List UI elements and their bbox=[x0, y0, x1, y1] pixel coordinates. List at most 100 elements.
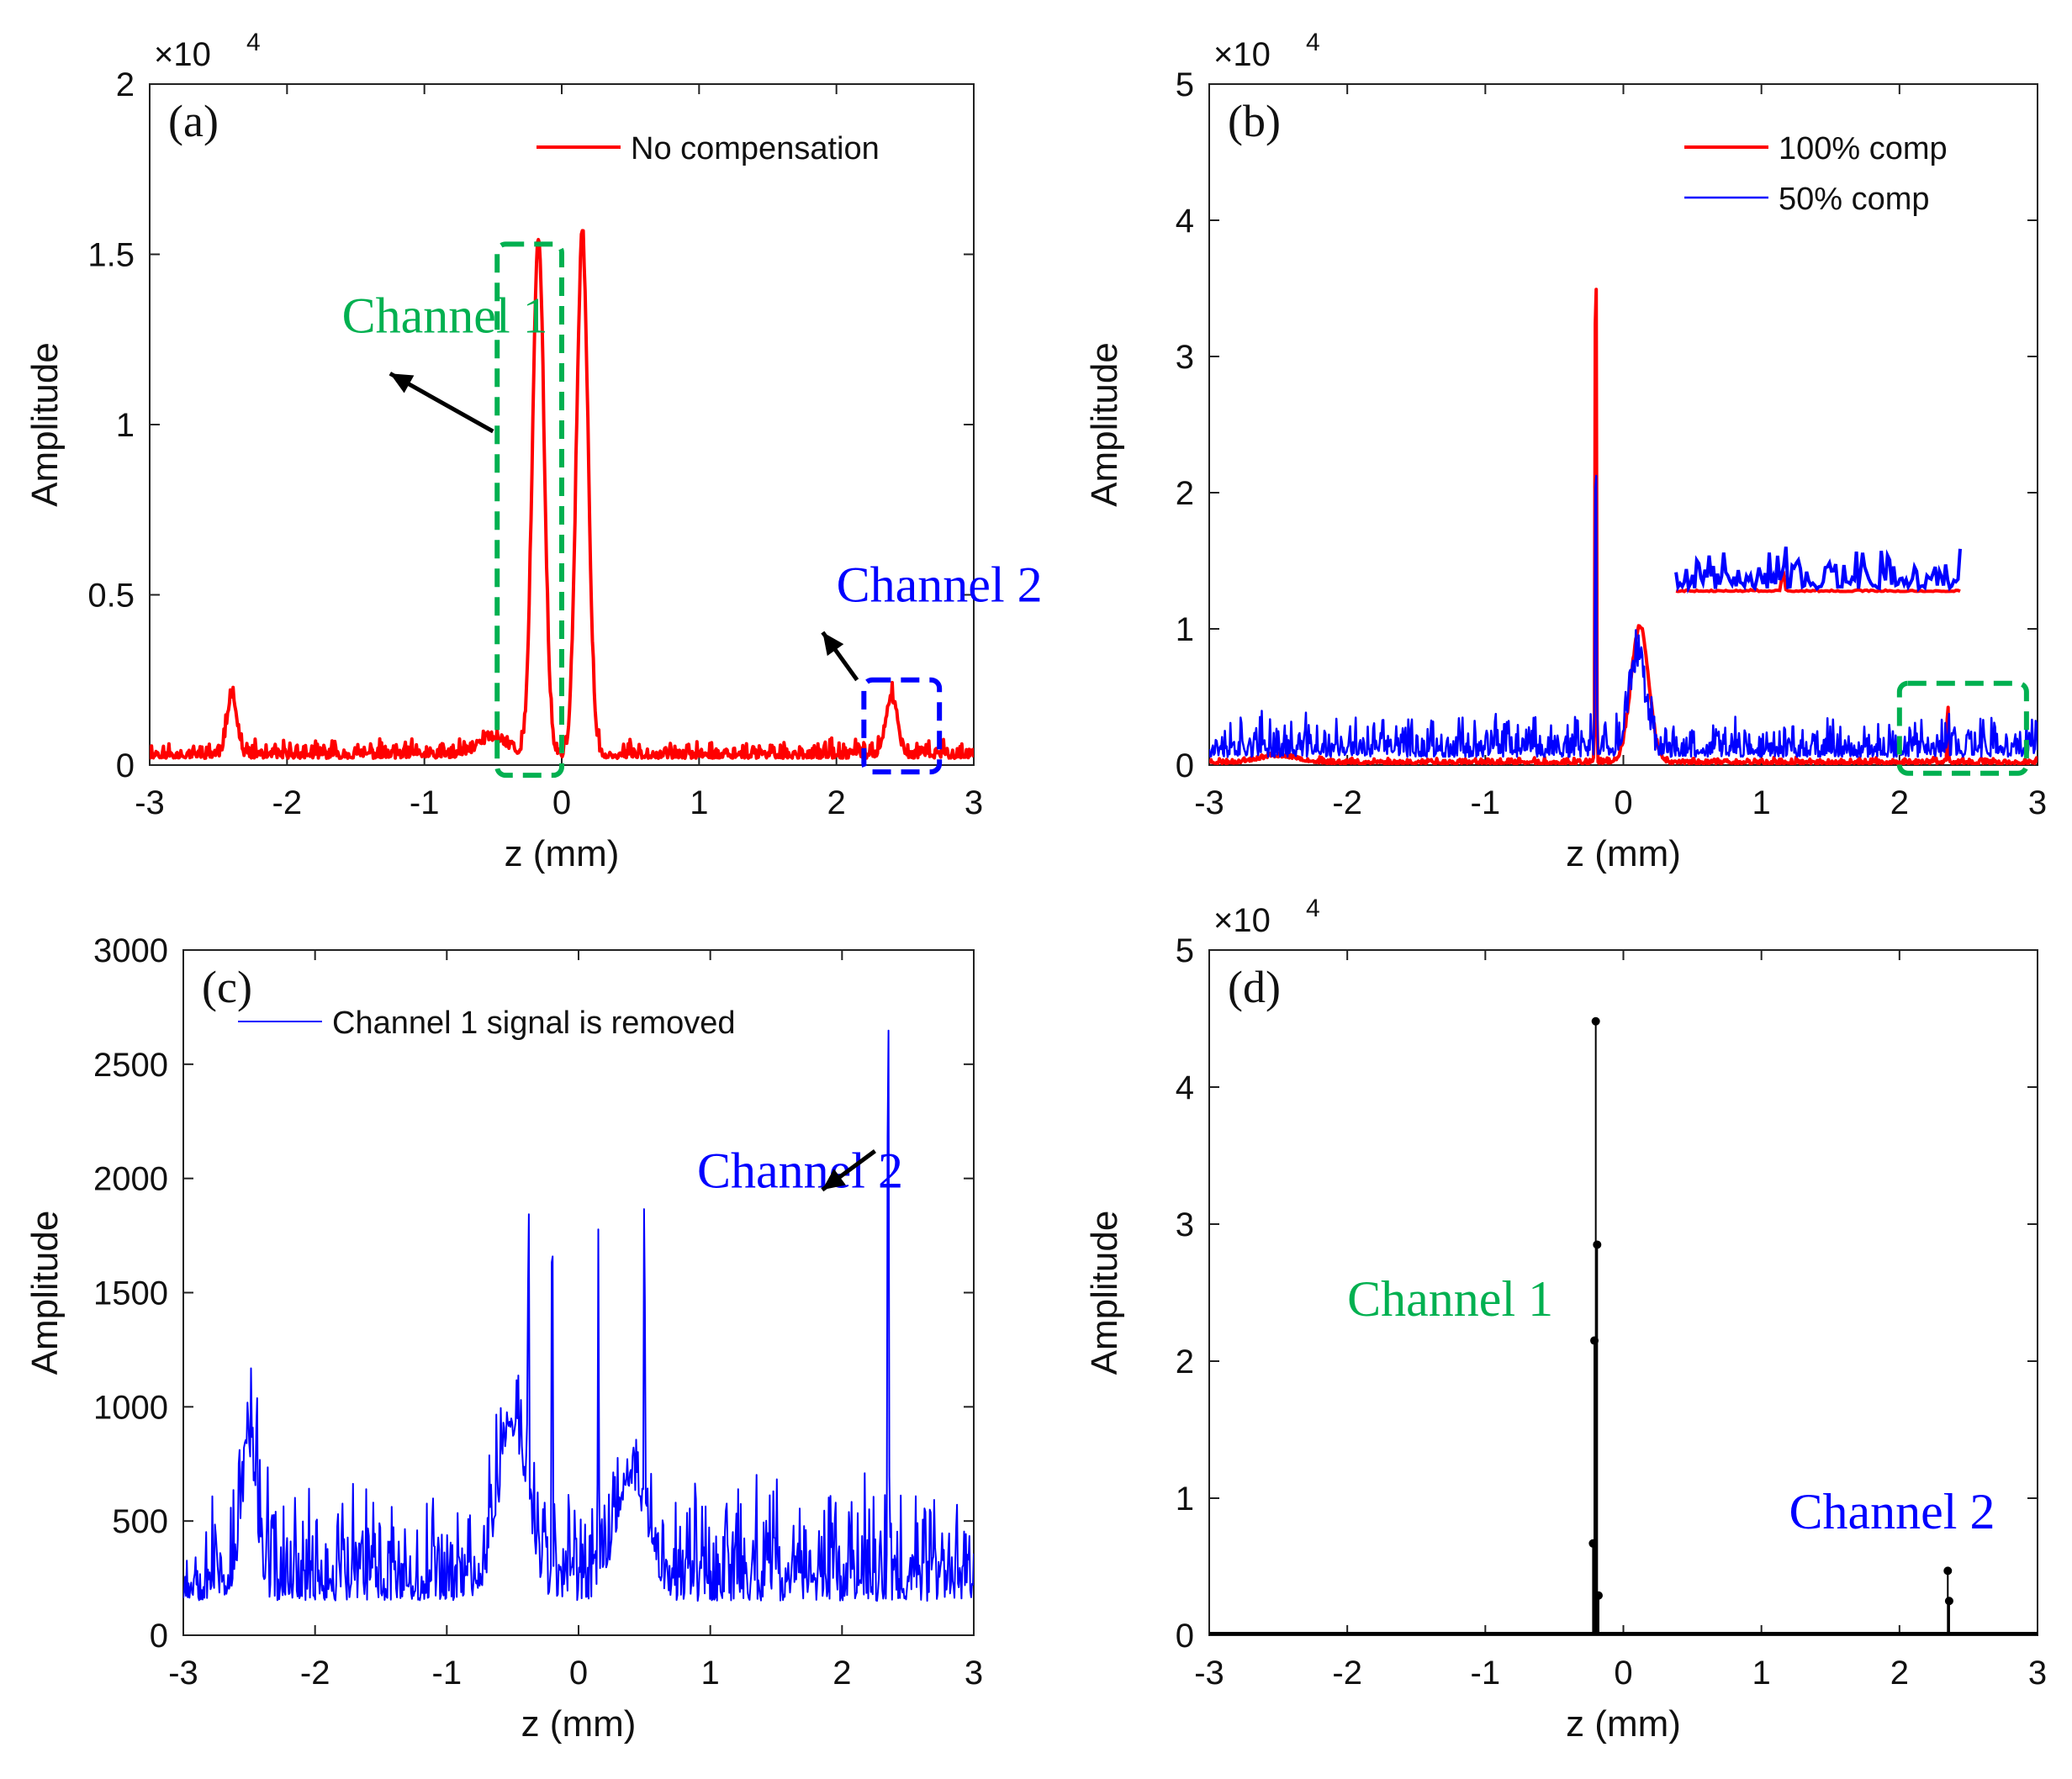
x-tick-label: 2 bbox=[1890, 1655, 1909, 1692]
x-tick-label: 3 bbox=[2028, 784, 2047, 821]
legend-label: Channel 1 signal is removed bbox=[332, 1006, 736, 1041]
y-axis-label: Amplitude bbox=[1084, 1211, 1125, 1375]
y-tick-label: 2000 bbox=[93, 1161, 168, 1198]
stem-point bbox=[1594, 1591, 1603, 1600]
y-tick-label: 3000 bbox=[93, 932, 168, 969]
y-tick-label: 1.5 bbox=[87, 237, 135, 274]
y-tick-label: 1000 bbox=[93, 1389, 168, 1426]
x-tick-label: -3 bbox=[168, 1655, 198, 1692]
x-tick-label: 0 bbox=[1614, 1655, 1632, 1692]
y-tick-label: 3 bbox=[1176, 1206, 1194, 1243]
panel-d: -3 -2 -1 0 1 2 3 0 1 2 3 4 5 z (mm) Amplitude ×10 4 (d) Ch… bbox=[1084, 895, 2047, 1745]
x-axis-label: z (mm) bbox=[1566, 1703, 1681, 1745]
legend-label: No compensation bbox=[631, 131, 880, 166]
y-axis-label: Amplitude bbox=[24, 342, 66, 507]
x-tick-label: 2 bbox=[832, 1655, 851, 1692]
plot-area bbox=[183, 1029, 974, 1602]
exponent-power: 4 bbox=[1306, 895, 1320, 922]
legend-label: 100% comp bbox=[1779, 131, 1948, 166]
x-tick-label: -3 bbox=[135, 784, 165, 821]
y-tick-label: 1500 bbox=[93, 1275, 168, 1312]
y-tick-label: 1 bbox=[116, 407, 135, 444]
y-tick-label: 4 bbox=[1176, 1069, 1194, 1106]
annotation-channel-2: Channel 2 bbox=[1789, 1484, 1995, 1539]
annotation-arrowhead bbox=[822, 632, 844, 657]
panel-label: (d) bbox=[1228, 962, 1281, 1012]
x-tick-label: 0 bbox=[569, 1655, 588, 1692]
y-tick-label: 3 bbox=[1176, 339, 1194, 376]
exponent-label: ×10 bbox=[1213, 902, 1271, 939]
y-tick-label: 5 bbox=[1176, 932, 1194, 969]
stem-point bbox=[1944, 1597, 1953, 1606]
x-tick-label: 2 bbox=[1890, 784, 1909, 821]
y-tick-label: 1 bbox=[1176, 611, 1194, 648]
legend-label: 50% comp bbox=[1779, 182, 1930, 217]
panel-label: (b) bbox=[1228, 96, 1281, 146]
annotation-arrowhead bbox=[389, 373, 415, 393]
y-tick-label: 1 bbox=[1176, 1481, 1194, 1518]
panel-b: -3 -2 -1 0 1 2 3 0 1 2 3 4 5 z (mm) Amplitude ×10 4 (b) 10… bbox=[1084, 29, 2047, 874]
x-tick-label: -2 bbox=[272, 784, 303, 821]
y-tick-label: 0 bbox=[150, 1618, 168, 1655]
x-tick-label: 0 bbox=[1614, 784, 1632, 821]
x-tick-label: 0 bbox=[552, 784, 571, 821]
x-tick-label: -2 bbox=[1332, 1655, 1362, 1692]
x-tick-label: 1 bbox=[701, 1655, 720, 1692]
exponent-power: 4 bbox=[1306, 29, 1320, 56]
y-tick-label: 0.5 bbox=[87, 578, 135, 615]
inset-plot bbox=[1674, 546, 1962, 594]
x-tick-label: -2 bbox=[1332, 784, 1362, 821]
x-tick-label: -3 bbox=[1194, 1655, 1224, 1692]
annotation-channel-2: Channel 2 bbox=[697, 1143, 903, 1199]
highlight-box bbox=[861, 677, 943, 775]
panel-label: (c) bbox=[202, 962, 252, 1012]
x-axis-label: z (mm) bbox=[505, 833, 620, 874]
y-tick-label: 2 bbox=[116, 66, 135, 103]
axes-box bbox=[1208, 949, 2038, 1636]
x-axis-label: z (mm) bbox=[1566, 833, 1681, 874]
y-axis-label: Amplitude bbox=[24, 1211, 66, 1375]
series-line-no-compensation bbox=[150, 229, 974, 760]
panel-a: -3 -2 -1 0 1 2 3 0 0.5 1 1.5 2 z (mm) Amplitude ×10 4 (a… bbox=[24, 29, 1043, 874]
x-tick-label: 1 bbox=[690, 784, 708, 821]
panel-label: (a) bbox=[168, 96, 219, 146]
plot-area bbox=[1209, 1016, 2038, 1635]
highlight-box bbox=[1896, 680, 2029, 776]
series-line-100-comp bbox=[1209, 288, 2038, 765]
exponent-label: ×10 bbox=[1213, 36, 1271, 73]
x-tick-label: -1 bbox=[432, 1655, 462, 1692]
annotation-arrowhead bbox=[822, 1169, 846, 1190]
annotation-channel-1: Channel 1 bbox=[342, 288, 548, 344]
x-tick-label: 1 bbox=[1752, 784, 1771, 821]
y-tick-label: 2 bbox=[1176, 475, 1194, 512]
panel-c: -3 -2 -1 0 1 2 3 0 500 1000 1500 2000 2500 3000 z (mm)… bbox=[24, 932, 983, 1745]
x-tick-label: 3 bbox=[965, 784, 983, 821]
x-tick-label: -1 bbox=[1471, 1655, 1501, 1692]
axes-box bbox=[182, 949, 975, 1636]
x-axis-label: z (mm) bbox=[521, 1703, 637, 1745]
stem-point bbox=[1943, 1566, 1953, 1576]
highlight-box bbox=[494, 241, 565, 779]
x-tick-label: -2 bbox=[300, 1655, 330, 1692]
annotation-channel-1: Channel 1 bbox=[1347, 1271, 1553, 1327]
series-line-channel-1-signal-is-removed bbox=[183, 1029, 974, 1602]
y-tick-label: 5 bbox=[1176, 66, 1194, 103]
stem-point bbox=[1593, 1240, 1602, 1249]
stem-point bbox=[1591, 1016, 1600, 1026]
exponent-power: 4 bbox=[246, 29, 261, 56]
y-tick-label: 0 bbox=[1176, 747, 1194, 784]
x-tick-label: 3 bbox=[2028, 1655, 2047, 1692]
x-tick-label: 3 bbox=[965, 1655, 983, 1692]
x-tick-label: 2 bbox=[827, 784, 846, 821]
plot-area bbox=[150, 229, 974, 760]
annotation-channel-2: Channel 2 bbox=[837, 557, 1043, 613]
inset-line bbox=[1675, 570, 1961, 594]
y-tick-label: 0 bbox=[116, 747, 135, 784]
y-tick-label: 2 bbox=[1176, 1343, 1194, 1380]
axes-box bbox=[1208, 83, 2038, 766]
y-tick-label: 500 bbox=[112, 1503, 168, 1540]
x-tick-label: -1 bbox=[410, 784, 440, 821]
x-tick-label: 1 bbox=[1752, 1655, 1771, 1692]
y-tick-label: 0 bbox=[1176, 1618, 1194, 1655]
